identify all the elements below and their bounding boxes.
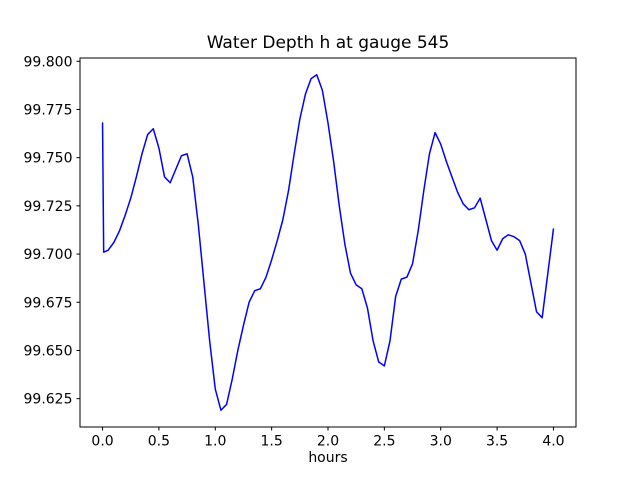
- y-tick-label: 99.675: [24, 295, 73, 311]
- x-tick-label: 1.5: [261, 434, 283, 450]
- chart-title: Water Depth h at gauge 545: [206, 33, 450, 53]
- x-axis-label: hours: [308, 450, 348, 466]
- y-tick-label: 99.625: [24, 392, 73, 408]
- x-tick-label: 3.5: [486, 434, 508, 450]
- y-tick-label: 99.650: [24, 343, 73, 359]
- x-tick-label: 3.0: [430, 434, 452, 450]
- y-tick-label: 99.750: [24, 151, 73, 167]
- data-series-line: [101, 74, 555, 411]
- x-tick-label: 0.0: [91, 434, 113, 450]
- x-ticks: 0.0 0.5 1.0 1.5 2.0 2.5 3.0 3.5 4.0: [91, 427, 565, 450]
- x-tick-label: 1.0: [204, 434, 226, 450]
- x-tick-label: 2.0: [317, 434, 339, 450]
- y-tick-label: 99.800: [24, 54, 73, 70]
- x-tick-label: 0.5: [148, 434, 170, 450]
- y-tick-label: 99.775: [24, 102, 73, 118]
- x-tick-label: 2.5: [373, 434, 395, 450]
- x-tick-label: 4.0: [542, 434, 564, 450]
- y-tick-label: 99.700: [24, 247, 73, 263]
- y-ticks: 99.625 99.650 99.675 99.700 99.725 99.750 99.7…: [24, 54, 80, 408]
- y-tick-label: 99.725: [24, 199, 73, 215]
